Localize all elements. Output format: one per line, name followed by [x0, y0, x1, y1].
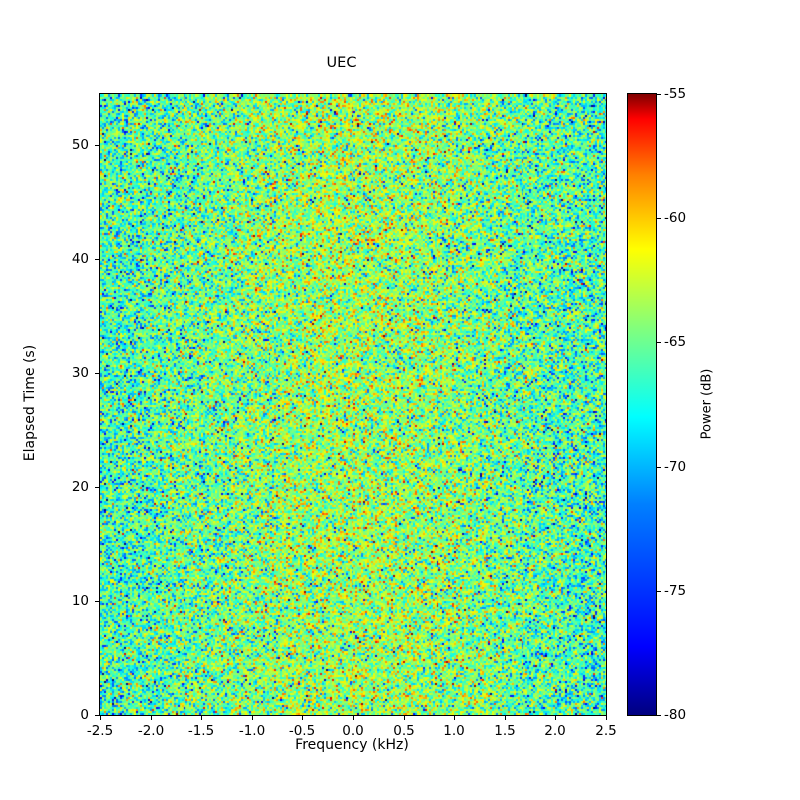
tick-mark: [95, 145, 99, 146]
tick-mark: [95, 601, 99, 602]
y-tick-label: 30: [71, 365, 89, 381]
colorbar-tick-label: -80: [664, 707, 687, 723]
tick-mark: [302, 716, 303, 720]
tick-mark: [657, 591, 661, 592]
x-tick-label: -2.5: [86, 723, 114, 739]
spectrogram-image: [100, 94, 606, 715]
tick-mark: [657, 467, 661, 468]
x-tick-label: 1.5: [494, 723, 516, 739]
colorbar-tick-label: -55: [664, 86, 687, 102]
x-tick-label: -0.5: [288, 723, 316, 739]
colorbar-tick-label: -60: [664, 210, 687, 226]
tick-mark: [454, 716, 455, 720]
tick-mark: [252, 716, 253, 720]
y-tick-label: 50: [71, 137, 89, 153]
x-tick-label: -1.0: [238, 723, 266, 739]
tick-mark: [505, 716, 506, 720]
x-tick-label: 1.0: [443, 723, 465, 739]
tick-mark: [95, 373, 99, 374]
colorbar: [627, 93, 657, 716]
y-tick-label: 10: [71, 593, 89, 609]
tick-mark: [555, 716, 556, 720]
spectrogram-plot-area: [99, 93, 607, 716]
colorbar-tick-label: -75: [664, 583, 687, 599]
colorbar-label: Power (dB): [699, 368, 715, 440]
tick-mark: [100, 716, 101, 720]
x-tick-label: 2.0: [544, 723, 566, 739]
title-line-station: UEC: [326, 55, 357, 72]
x-tick-label: 2.5: [595, 723, 617, 739]
colorbar-tick-label: -65: [664, 334, 687, 350]
tick-mark: [95, 487, 99, 488]
x-tick-label: 0.5: [393, 723, 415, 739]
y-tick-label: 40: [71, 251, 89, 267]
colorbar-tick-label: -70: [664, 459, 687, 475]
y-tick-label: 20: [71, 479, 89, 495]
x-axis-label: Frequency (kHz): [295, 737, 409, 753]
y-tick-label: 0: [80, 707, 89, 723]
tick-mark: [657, 342, 661, 343]
tick-mark: [657, 94, 661, 95]
y-axis-label: Elapsed Time (s): [22, 344, 38, 462]
tick-mark: [95, 715, 99, 716]
x-tick-label: 0.0: [342, 723, 364, 739]
tick-mark: [404, 716, 405, 720]
tick-mark: [606, 716, 607, 720]
tick-mark: [657, 715, 661, 716]
tick-mark: [353, 716, 354, 720]
tick-mark: [95, 259, 99, 260]
tick-mark: [151, 716, 152, 720]
tick-mark: [201, 716, 202, 720]
tick-mark: [657, 218, 661, 219]
x-tick-label: -1.5: [187, 723, 215, 739]
x-tick-label: -2.0: [137, 723, 165, 739]
